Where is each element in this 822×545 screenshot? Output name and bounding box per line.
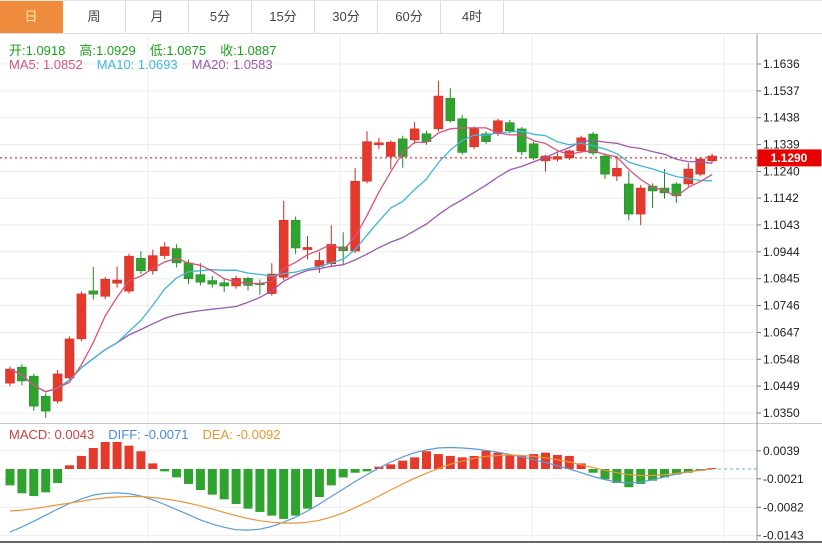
macd-value: MACD: 0.0043 (9, 427, 95, 442)
high-value: 高:1.0929 (79, 43, 136, 58)
tab-30min[interactable]: 30分 (315, 1, 378, 33)
svg-text:1.1438: 1.1438 (763, 111, 800, 125)
timeframe-toolbar: 日周月 5分 15分 30分 60分 4时 (0, 1, 822, 34)
tab-day[interactable]: 日 (0, 1, 63, 33)
close-value: 收:1.0887 (220, 43, 277, 58)
svg-text:1.1142: 1.1142 (763, 191, 799, 205)
svg-text:1.1240: 1.1240 (763, 164, 800, 178)
macd-readout: MACD: 0.0043 DIFF: -0.0071 DEA: -0.0092 (9, 427, 295, 442)
svg-text:-0.0143: -0.0143 (763, 529, 804, 543)
diff-value: DIFF: -0.0071 (108, 427, 189, 442)
tab-15min[interactable]: 15分 (252, 1, 315, 33)
tab-week[interactable]: 周 (63, 1, 126, 33)
svg-text:0.0039: 0.0039 (763, 444, 800, 458)
tab-4hour[interactable]: 4时 (441, 1, 504, 33)
svg-text:-0.0082: -0.0082 (763, 500, 804, 514)
svg-text:1.0845: 1.0845 (763, 272, 800, 286)
dea-value: DEA: -0.0092 (202, 427, 281, 442)
svg-text:1.0449: 1.0449 (763, 379, 800, 393)
svg-text:1.0548: 1.0548 (763, 352, 800, 366)
candlestick-macd-chart[interactable]: 1.1636 1.1537 1.1438 1.1339 1.1240 1.1142 1.10… (0, 34, 822, 545)
svg-text:1.0944: 1.0944 (763, 245, 800, 259)
tab-60min[interactable]: 60分 (378, 1, 441, 33)
svg-text:1.0746: 1.0746 (763, 299, 800, 313)
svg-text:1.1043: 1.1043 (763, 218, 800, 232)
svg-text:1.1636: 1.1636 (763, 57, 800, 71)
svg-text:1.1339: 1.1339 (763, 138, 800, 152)
ma10-value: MA10: 1.0693 (96, 57, 178, 72)
ma20-value: MA20: 1.0583 (191, 57, 273, 72)
ma5-value: MA5: 1.0852 (9, 57, 83, 72)
tab-month[interactable]: 月 (126, 1, 189, 33)
ma-readout: MA5: 1.0852 MA10: 1.0693 MA20: 1.0583 (9, 57, 287, 72)
svg-text:1.0647: 1.0647 (763, 325, 800, 339)
tab-5min[interactable]: 5分 (189, 1, 252, 33)
open-value: 开:1.0918 (9, 43, 66, 58)
low-value: 低:1.0875 (149, 43, 207, 58)
svg-text:1.1290: 1.1290 (771, 151, 808, 165)
ohlc-readout: 开:1.0918 高:1.0929 低:1.0875 收:1.0887 (9, 40, 291, 59)
svg-text:1.1537: 1.1537 (763, 84, 800, 98)
svg-text:-0.0021: -0.0021 (763, 472, 804, 486)
svg-text:1.0350: 1.0350 (763, 406, 800, 420)
